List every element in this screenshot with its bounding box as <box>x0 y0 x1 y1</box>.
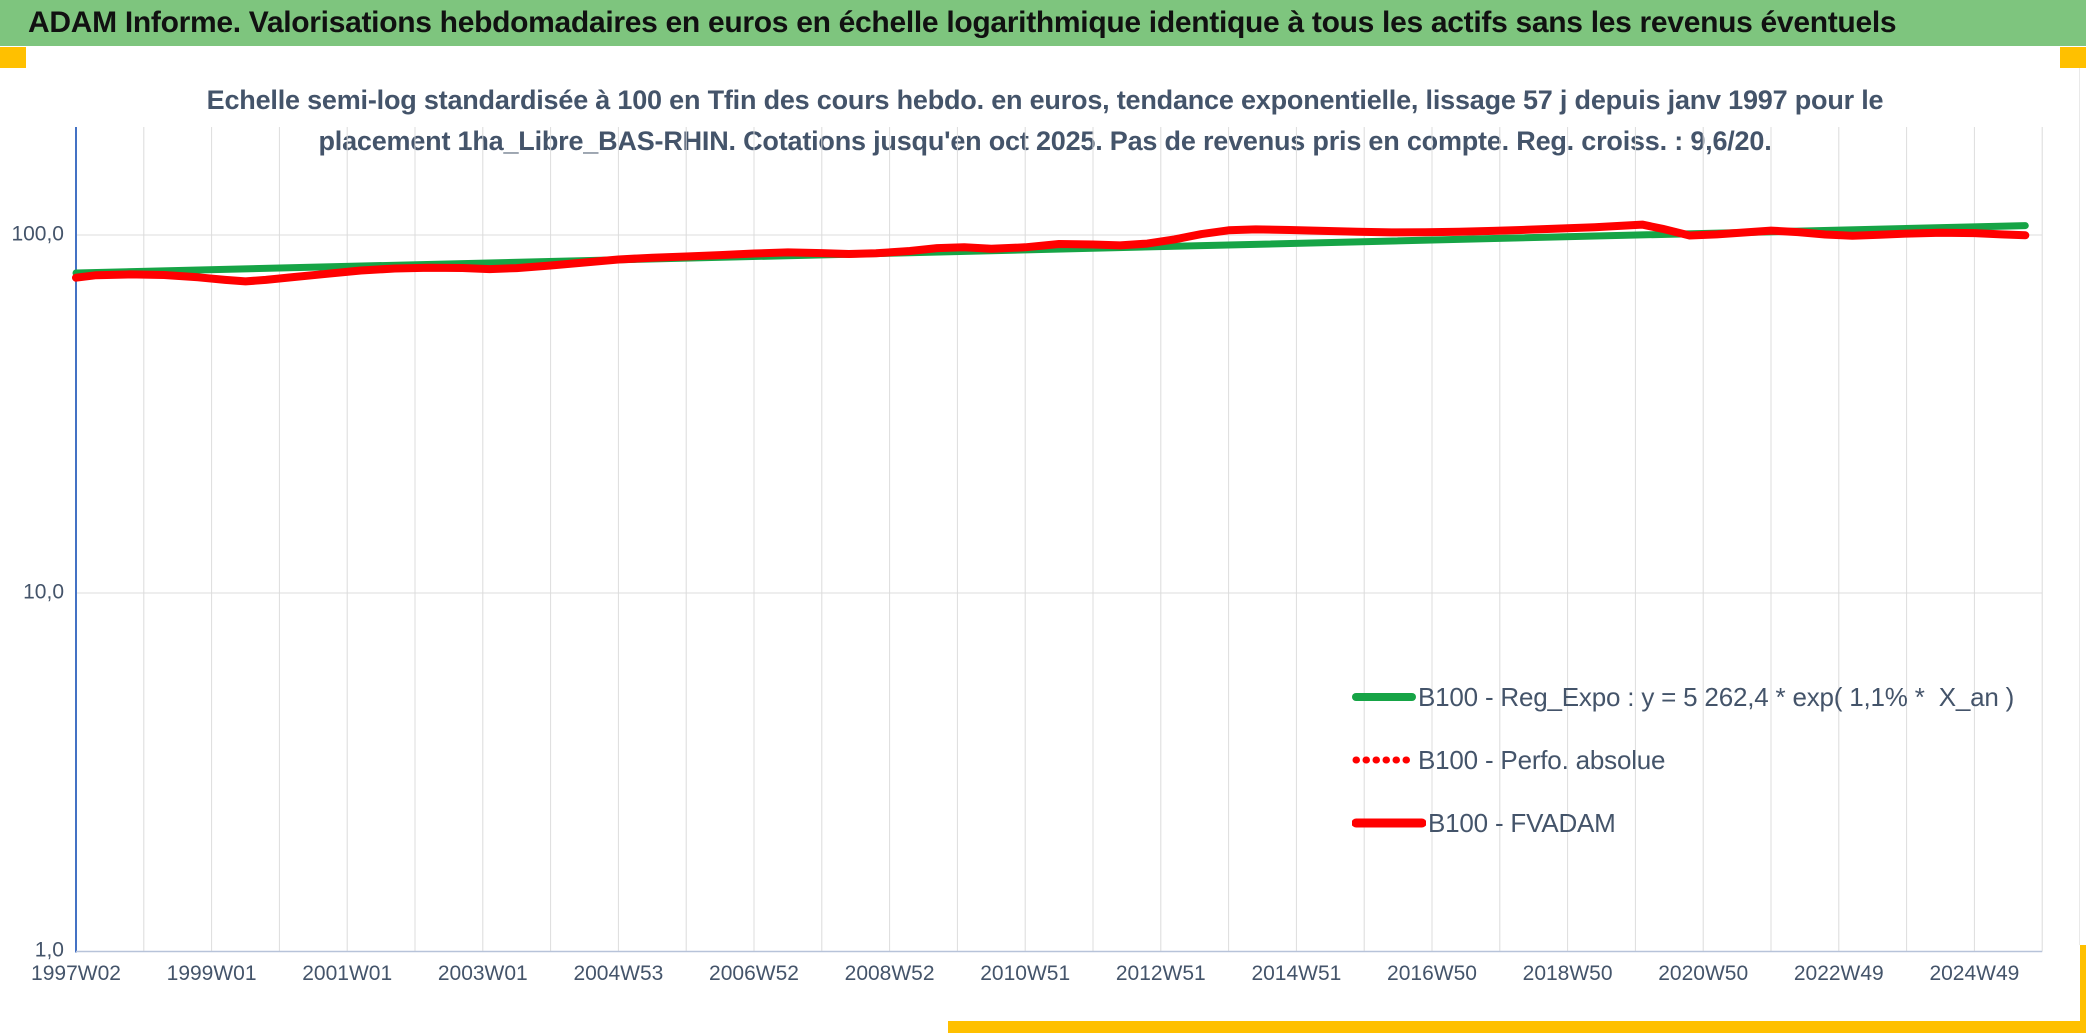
y-axis-label: 10,0 <box>23 580 64 604</box>
gold-accent-right-edge <box>2080 945 2086 1033</box>
x-axis-label: 2004W53 <box>573 962 664 985</box>
x-axis-label: 2001W01 <box>302 962 393 985</box>
x-axis-label: 1999W01 <box>166 962 257 985</box>
legend-label: B100 - FVADAM <box>1428 807 1616 838</box>
gold-accent-top-right <box>2060 47 2086 68</box>
x-axis-label: 2024W49 <box>1929 962 2020 985</box>
legend-marker-red-solid <box>1352 818 1426 828</box>
chart-title-line2: placement 1ha_Libre_BAS-RHIN. Cotations … <box>318 126 1772 156</box>
y-axis-label: 1,0 <box>34 938 64 962</box>
x-axis-label: 2006W52 <box>709 962 799 985</box>
x-axis-label: 2008W52 <box>844 962 935 985</box>
gold-accent-top-left <box>0 47 26 68</box>
legend-marker-green-solid <box>1352 693 1416 701</box>
gold-accent-bottom-bar <box>948 1021 2086 1033</box>
header-band: ADAM Informe. Valorisations hebdomadaire… <box>0 0 2086 46</box>
x-axis-label: 2010W51 <box>980 962 1071 985</box>
x-axis-label: 2014W51 <box>1251 962 1342 985</box>
chart-title: Echelle semi-log standardisée à 100 en T… <box>80 80 2010 162</box>
x-axis-labels: 1997W02 1999W01 2001W01 2003W01 2004W53 2006W… <box>0 962 2086 992</box>
chart-title-line1: Echelle semi-log standardisée à 100 en T… <box>206 85 1884 115</box>
page-title: ADAM Informe. Valorisations hebdomadaire… <box>28 6 1897 39</box>
legend-entry: B100 - FVADAM <box>1352 806 2014 840</box>
chart-legend: B100 - Reg_Expo : y = 5 262,4 * exp( 1,1… <box>1352 680 2014 869</box>
series-line-red-solid <box>72 220 2030 286</box>
chart-right-border <box>2079 68 2080 945</box>
x-axis-label: 1997W02 <box>31 962 121 985</box>
x-axis-label: 2018W50 <box>1522 962 1613 985</box>
x-axis-label: 2022W49 <box>1793 962 1884 985</box>
x-axis-label: 2003W01 <box>437 962 528 985</box>
x-axis-label: 2020W50 <box>1658 962 1749 985</box>
x-axis-label: 2012W51 <box>1115 962 1206 985</box>
legend-entry: B100 - Perfo. absolue <box>1352 743 2014 777</box>
legend-label: B100 - Reg_Expo : y = 5 262,4 * exp( 1,1… <box>1418 681 2015 712</box>
x-axis-label: 2016W50 <box>1387 962 1477 985</box>
legend-entry: B100 - Reg_Expo : y = 5 262,4 * exp( 1,1… <box>1352 680 2014 714</box>
legend-marker-red-dotted <box>1352 756 1416 764</box>
legend-label: B100 - Perfo. absolue <box>1418 744 1666 775</box>
y-axis-label: 100,0 <box>11 222 64 246</box>
